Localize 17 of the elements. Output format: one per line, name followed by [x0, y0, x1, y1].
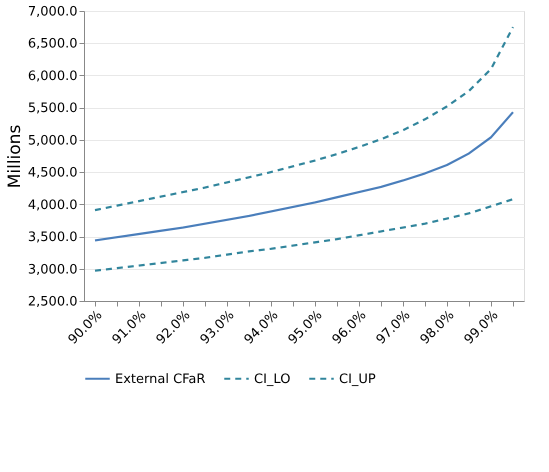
- y-tick-label: 4,000.0: [28, 198, 78, 213]
- y-axis-title: Millions: [4, 124, 25, 188]
- y-tick-label: 2,500.0: [28, 294, 78, 310]
- line-series: [94, 111, 514, 242]
- y-tick-label: 3,500.0: [28, 230, 78, 246]
- y-tick-label: 6,000.0: [28, 68, 78, 84]
- y-tick-label: 5,500.0: [28, 101, 78, 116]
- legend-label: External CFaR: [115, 372, 206, 387]
- y-tick-label: 7,000.0: [28, 4, 78, 20]
- line-series: [94, 26, 514, 212]
- y-tick-label: 5,000.0: [28, 133, 78, 148]
- y-tick-label: 4,500.0: [28, 166, 78, 181]
- y-tick-label: 3,000.0: [28, 262, 78, 278]
- line-series: [94, 198, 514, 272]
- legend-label: CI_LO: [254, 372, 290, 387]
- legend-label: CI_UP: [339, 372, 376, 387]
- y-tick-label: 6,500.0: [28, 36, 78, 52]
